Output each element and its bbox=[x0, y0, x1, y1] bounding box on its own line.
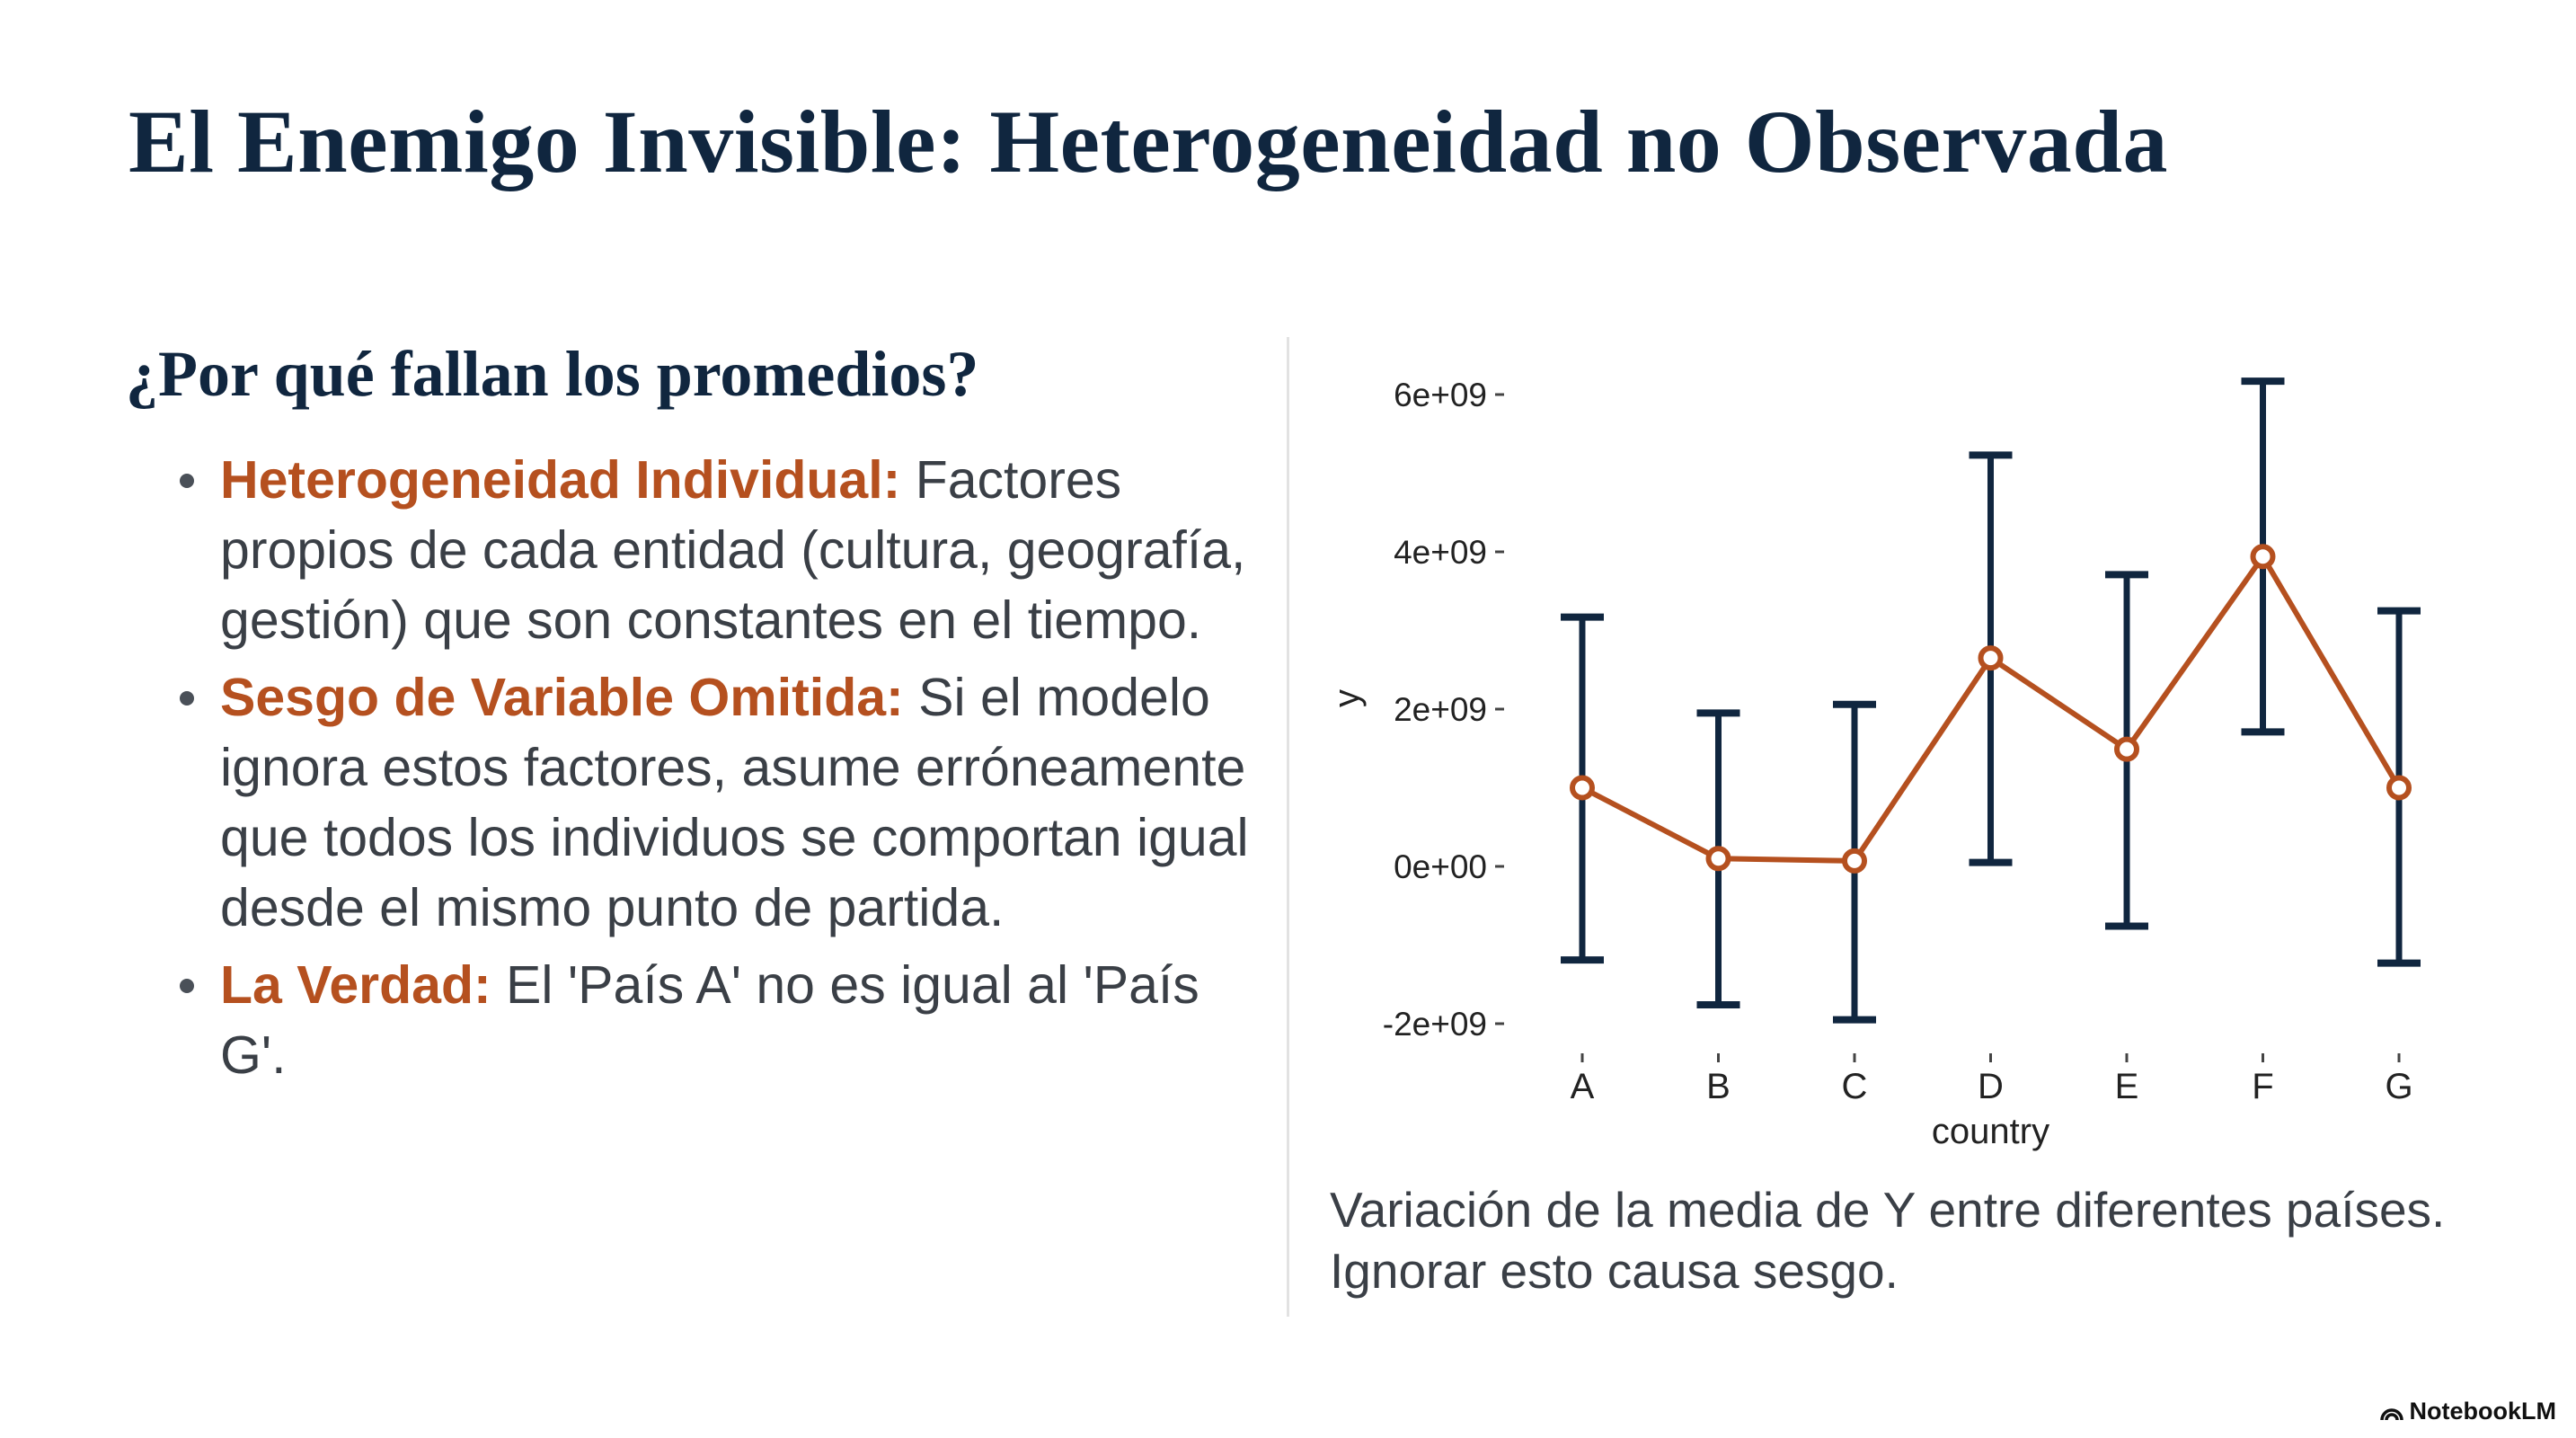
y-axis-label: y bbox=[1327, 689, 1367, 707]
x-axis-label: country bbox=[1932, 1112, 2049, 1151]
bullet-lead: Heterogeneidad Individual: bbox=[220, 450, 901, 510]
mean-point bbox=[1705, 846, 1731, 872]
x-tick-label: F bbox=[2252, 1067, 2273, 1106]
mean-point bbox=[1978, 645, 2004, 671]
notebooklm-logo: NotebookLM bbox=[2379, 1398, 2556, 1425]
y-tick-label: 4e+09 bbox=[1394, 534, 1487, 571]
chart-caption: Variación de la media de Y entre diferen… bbox=[1330, 1182, 2446, 1299]
x-tick-label: D bbox=[1978, 1067, 2004, 1106]
section-heading: ¿Por qué fallan los promedios? bbox=[126, 338, 979, 410]
y-tick-label: -2e+09 bbox=[1383, 1006, 1487, 1043]
slide-title: El Enemigo Invisible: Heterogeneidad no … bbox=[128, 92, 2169, 191]
bullet-lead: La Verdad: bbox=[220, 955, 491, 1015]
notebooklm-icon bbox=[2379, 1407, 2403, 1420]
mean-point bbox=[2114, 736, 2139, 762]
bullet-text: El 'País A' no es igual al 'País G'. bbox=[220, 955, 1199, 1085]
bullet-lead: Sesgo de Variable Omitida: bbox=[220, 668, 904, 727]
bullet-dot-icon bbox=[180, 474, 194, 488]
y-tick-label: 6e+09 bbox=[1394, 377, 1487, 413]
x-tick-label: E bbox=[2115, 1067, 2139, 1106]
mean-point bbox=[1842, 848, 1867, 874]
bullet-dot-icon bbox=[180, 979, 194, 993]
y-tick-label: 2e+09 bbox=[1394, 691, 1487, 728]
bullet-item: La Verdad: El 'País A' no es igual al 'P… bbox=[171, 950, 1276, 1090]
bullet-item: Heterogeneidad Individual: Factores prop… bbox=[171, 445, 1276, 655]
bullet-text: Factores propios de cada entidad (cultur… bbox=[220, 450, 1246, 650]
mean-point bbox=[2250, 544, 2276, 570]
mean-point bbox=[2386, 775, 2412, 801]
bullet-list: Heterogeneidad Individual: Factores prop… bbox=[171, 445, 1276, 1097]
x-tick-label: B bbox=[1706, 1067, 1731, 1106]
bullet-dot-icon bbox=[180, 691, 194, 706]
x-tick-label: G bbox=[2385, 1067, 2412, 1106]
column-divider bbox=[1287, 337, 1289, 1317]
bullet-item: Sesgo de Variable Omitida: Si el modelo … bbox=[171, 662, 1276, 943]
y-tick-label: 0e+00 bbox=[1394, 848, 1487, 885]
brand-name: NotebookLM bbox=[2409, 1398, 2556, 1425]
bullet-text: Si el modelo ignora estos factores, asum… bbox=[220, 668, 1249, 937]
x-tick-label: A bbox=[1571, 1067, 1595, 1106]
x-tick-label: C bbox=[1842, 1067, 1868, 1106]
mean-point bbox=[1570, 775, 1595, 801]
